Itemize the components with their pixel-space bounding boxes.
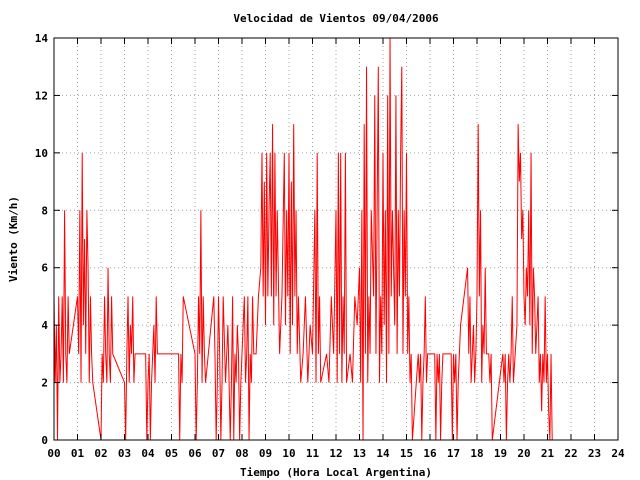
x-tick-label: 23: [588, 447, 601, 460]
y-axis-ticks: 0 2 4 6 8 10 12 14: [35, 32, 618, 447]
x-axis-ticks: 00 01 02 03 04 05 06 07 08 09 10 11 12 13 14 15 16 17 18 19…: [47, 38, 625, 460]
series-line-0: [53, 37, 553, 441]
series-layer: [53, 37, 553, 441]
x-tick-label: 24: [611, 447, 625, 460]
x-tick-label: 10: [282, 447, 295, 460]
x-axis-label: Tiempo (Hora Local Argentina): [240, 466, 432, 479]
x-tick-label: 18: [470, 447, 483, 460]
x-tick-label: 20: [517, 447, 530, 460]
x-tick-label: 06: [188, 447, 202, 460]
x-tick-label: 00: [47, 447, 60, 460]
y-tick-label: 0: [41, 434, 48, 447]
y-tick-label: 8: [41, 204, 48, 217]
x-tick-label: 07: [212, 447, 225, 460]
y-tick-label: 12: [35, 89, 48, 102]
y-axis-label: Viento (Km/h): [7, 196, 20, 282]
x-tick-label: 16: [423, 447, 437, 460]
x-tick-label: 12: [329, 447, 342, 460]
y-tick-label: 4: [41, 319, 48, 332]
x-tick-label: 13: [353, 447, 366, 460]
x-tick-label: 15: [400, 447, 413, 460]
x-tick-label: 05: [165, 447, 178, 460]
x-tick-label: 03: [118, 447, 131, 460]
y-tick-label: 14: [35, 32, 49, 45]
x-tick-label: 02: [94, 447, 107, 460]
x-tick-label: 04: [141, 447, 155, 460]
x-tick-label: 22: [564, 447, 577, 460]
y-tick-label: 2: [41, 377, 48, 390]
x-tick-label: 08: [235, 447, 248, 460]
chart-title: Velocidad de Vientos 09/04/2006: [233, 12, 439, 25]
x-tick-label: 21: [541, 447, 555, 460]
x-tick-label: 09: [259, 447, 272, 460]
grid-lines: [54, 38, 618, 440]
y-tick-label: 6: [41, 262, 48, 275]
x-tick-label: 01: [71, 447, 85, 460]
x-tick-label: 14: [376, 447, 390, 460]
x-tick-label: 17: [447, 447, 460, 460]
x-tick-label: 19: [494, 447, 507, 460]
y-tick-label: 10: [35, 147, 48, 160]
x-tick-label: 11: [306, 447, 320, 460]
